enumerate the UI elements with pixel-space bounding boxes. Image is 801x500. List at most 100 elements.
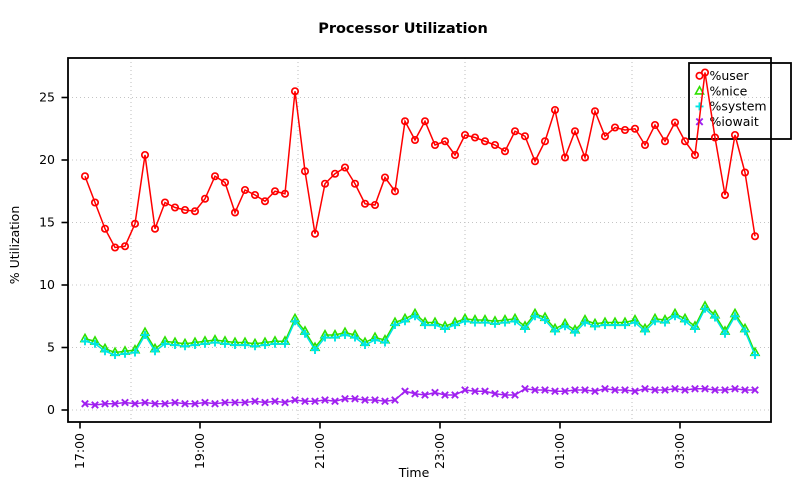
- x-marker-icon: [621, 386, 629, 394]
- circle-marker-icon: [750, 232, 760, 241]
- x-axis: 17:00 19:00 21:00 23:00 01:00 03:00: [72, 422, 687, 469]
- x-marker-icon: [641, 384, 649, 393]
- legend-label: %nice: [710, 83, 748, 98]
- plus-marker-icon: [695, 102, 704, 111]
- plus-marker-icon: [301, 329, 309, 338]
- circle-marker-icon: [80, 172, 90, 181]
- circle-marker-icon: [170, 203, 180, 212]
- circle-marker-icon: [690, 150, 700, 160]
- plus-marker-icon: [471, 318, 479, 327]
- legend-box: [688, 62, 792, 140]
- x-marker-icon: [131, 399, 139, 408]
- x-marker-icon: [101, 399, 109, 408]
- circle-marker-icon: [200, 194, 210, 203]
- circle-marker-icon: [460, 130, 470, 140]
- plus-marker-icon: [461, 317, 469, 326]
- x-marker-icon: [401, 387, 409, 396]
- x-marker-icon: [201, 398, 209, 407]
- plus-marker-icon: [361, 341, 369, 349]
- plus-marker-icon: [631, 318, 639, 327]
- plus-marker-icon: [531, 312, 539, 321]
- plus-marker-icon: [241, 341, 249, 349]
- x-marker-icon: [271, 397, 279, 406]
- plus-marker-icon: [741, 327, 749, 336]
- circle-marker-icon: [450, 150, 460, 160]
- plus-marker-icon: [491, 319, 499, 328]
- circle-marker-icon: [680, 137, 690, 146]
- x-marker-icon: [281, 398, 289, 407]
- plus-marker-icon: [711, 313, 719, 322]
- x-marker-icon: [111, 399, 119, 408]
- circle-marker-icon: [560, 153, 570, 162]
- circle-marker-icon: [190, 207, 200, 216]
- x-marker-icon: [541, 386, 549, 394]
- x-axis-label: Time: [398, 465, 430, 480]
- x-marker-icon: [251, 397, 259, 406]
- plus-marker-icon: [271, 339, 279, 348]
- plus-marker-icon: [211, 338, 219, 347]
- x-marker-icon: [481, 387, 489, 396]
- y-tick-label: 10: [39, 277, 55, 292]
- y-tick-label: 5: [47, 340, 55, 355]
- plus-marker-icon: [341, 331, 349, 339]
- plus-marker-icon: [611, 321, 619, 329]
- circle-marker-icon: [380, 173, 390, 182]
- x-marker-icon: [631, 387, 639, 396]
- circle-marker-icon: [740, 168, 750, 177]
- x-marker-icon: [221, 398, 229, 407]
- plus-marker-icon: [371, 336, 379, 344]
- x-marker-icon: [361, 396, 369, 404]
- x-marker-icon: [501, 391, 509, 399]
- plus-marker-icon: [621, 321, 629, 329]
- x-marker-icon: [311, 397, 319, 406]
- x-marker-icon: [551, 387, 559, 396]
- x-marker-icon: [511, 391, 519, 399]
- plus-marker-icon: [501, 318, 509, 327]
- circle-marker-icon: [470, 133, 480, 142]
- circle-marker-icon: [360, 199, 370, 208]
- circle-marker-icon: [340, 163, 350, 172]
- circle-marker-icon: [410, 135, 420, 145]
- circle-marker-icon: [530, 157, 540, 166]
- x-tick-label: 03:00: [672, 433, 687, 469]
- x-marker-icon: [211, 399, 219, 408]
- x-marker-icon: [521, 384, 529, 393]
- plus-marker-icon: [721, 329, 729, 338]
- y-tick-label: 20: [39, 152, 55, 167]
- plus-marker-icon: [111, 351, 119, 359]
- x-marker-icon: [151, 399, 159, 408]
- x-marker-icon: [561, 387, 569, 396]
- plus-marker-icon: [751, 351, 759, 359]
- x-marker-icon: [571, 386, 579, 394]
- plus-marker-icon: [161, 339, 169, 348]
- circle-marker-icon: [440, 137, 450, 146]
- plus-marker-icon: [351, 333, 359, 342]
- x-marker-icon: [461, 386, 469, 394]
- circle-marker-icon: [610, 123, 620, 132]
- plus-marker-icon: [431, 321, 439, 329]
- circle-marker-icon: [510, 127, 520, 136]
- x-marker-icon: [141, 398, 149, 407]
- circle-marker-icon: [310, 229, 320, 238]
- x-marker-icon: [371, 396, 379, 404]
- plus-marker-icon: [291, 317, 299, 326]
- chart-title: Processor Utilization: [318, 21, 488, 37]
- x-marker-icon: [431, 388, 439, 397]
- circle-marker-icon: [720, 190, 730, 200]
- circle-marker-icon: [90, 198, 100, 207]
- x-marker-icon: [331, 397, 339, 406]
- circle-marker-icon: [350, 179, 360, 188]
- circle-marker-icon: [110, 243, 120, 252]
- x-marker-icon: [171, 398, 179, 407]
- x-marker-icon: [531, 386, 539, 394]
- plus-marker-icon: [331, 333, 339, 342]
- y-tick-label: 15: [39, 215, 55, 230]
- x-tick-label: 23:00: [432, 433, 447, 469]
- y-tick-label: 25: [39, 90, 55, 105]
- circle-marker-icon: [130, 219, 140, 228]
- x-tick-label: 17:00: [72, 433, 87, 469]
- circle-marker-icon: [520, 132, 530, 141]
- x-marker-icon: [161, 399, 169, 408]
- x-marker-icon: [301, 397, 309, 406]
